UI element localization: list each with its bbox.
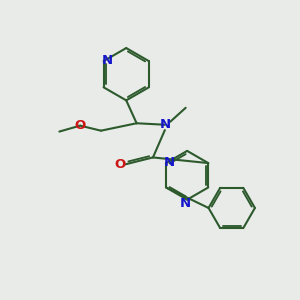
Text: O: O — [74, 119, 86, 132]
Text: N: N — [164, 156, 175, 169]
Text: N: N — [159, 118, 170, 131]
Text: O: O — [114, 158, 125, 171]
Text: N: N — [180, 197, 191, 210]
Text: N: N — [102, 54, 113, 67]
